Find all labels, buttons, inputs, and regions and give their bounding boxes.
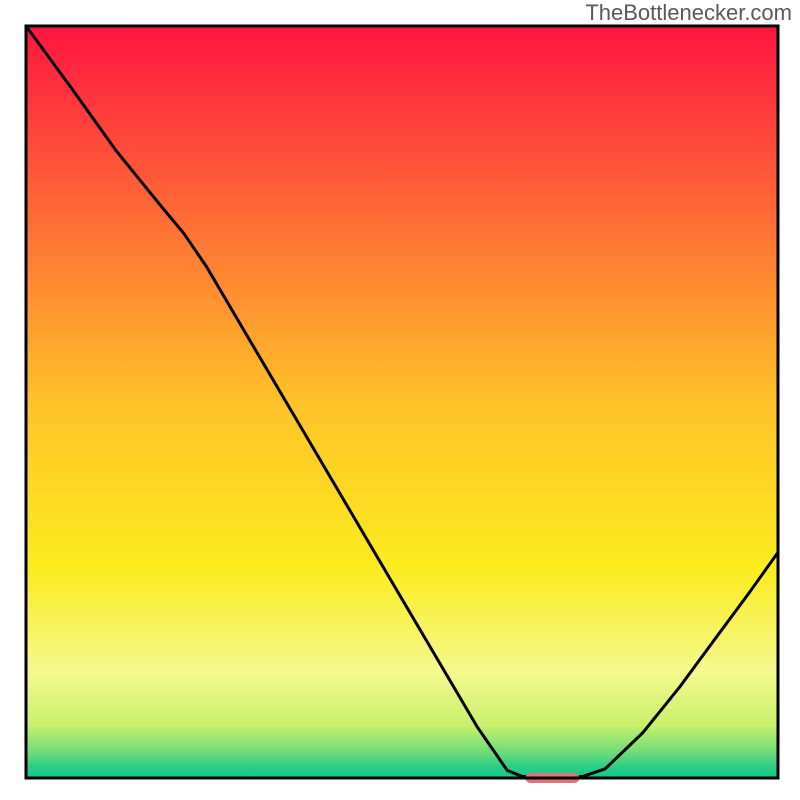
gradient-background <box>26 26 778 778</box>
watermark-text: TheBottlenecker.com <box>585 0 792 25</box>
